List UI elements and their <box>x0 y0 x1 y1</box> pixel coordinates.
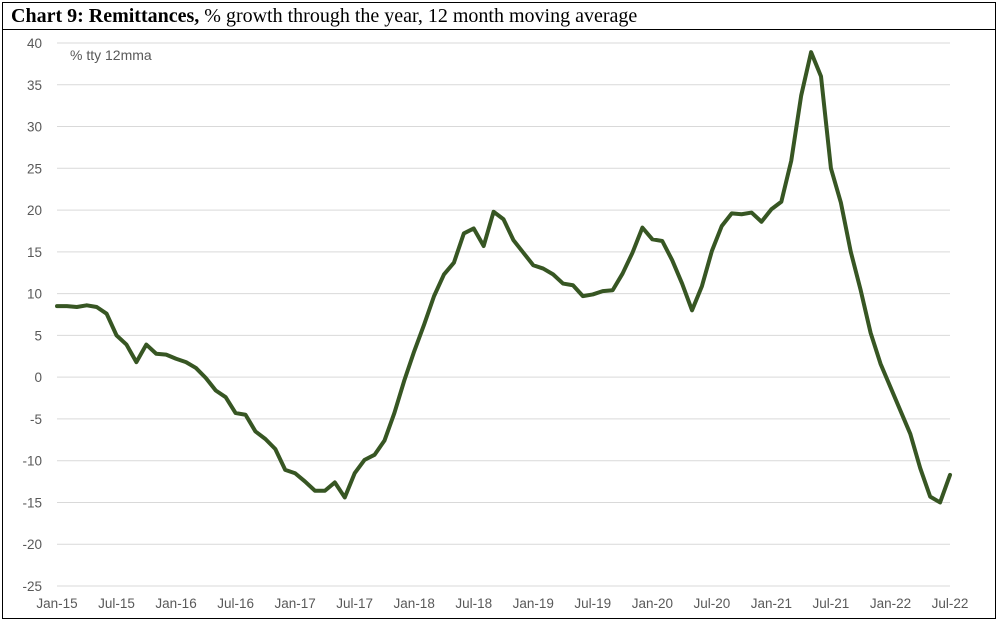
y-tick-label: -20 <box>22 537 42 552</box>
x-tick-label: Jan-15 <box>36 596 77 611</box>
x-tick-label: Jan-16 <box>155 596 196 611</box>
unit-label: % tty 12mma <box>70 47 152 63</box>
y-tick-label: 10 <box>27 287 42 302</box>
y-tick-label: 40 <box>27 36 42 51</box>
x-tick-label: Jul-20 <box>693 596 730 611</box>
y-tick-label: -10 <box>22 454 42 469</box>
x-tick-label: Jan-17 <box>274 596 315 611</box>
y-tick-labels: 40 35 30 25 20 15 10 5 0 -5 -10 -15 -20 -25 <box>22 36 42 594</box>
y-tick-label: 0 <box>34 370 42 385</box>
x-tick-label: Jan-21 <box>751 596 792 611</box>
y-tick-label: 35 <box>27 78 42 93</box>
x-tick-label: Jul-22 <box>932 596 969 611</box>
x-tick-label: Jan-20 <box>632 596 673 611</box>
y-tick-label: -5 <box>30 412 42 427</box>
x-tick-label: Jul-18 <box>455 596 492 611</box>
x-tick-label: Jul-19 <box>574 596 611 611</box>
chart-title: Chart 9: Remittances, % growth through t… <box>3 3 995 30</box>
y-tick-label: 5 <box>34 328 42 343</box>
y-tick-label: 25 <box>27 161 42 176</box>
chart-title-rest: % growth through the year, 12 month movi… <box>199 5 638 27</box>
gridlines <box>57 42 950 587</box>
x-tick-label: Jul-17 <box>336 596 373 611</box>
x-tick-label: Jul-15 <box>98 596 135 611</box>
x-tick-labels: Jan-15 Jul-15 Jan-16 Jul-16 Jan-17 Jul-17 Jan-… <box>36 596 968 611</box>
y-tick-label: 30 <box>27 120 42 135</box>
x-tick-label: Jul-21 <box>813 596 850 611</box>
chart-title-bold: Chart 9: Remittances, <box>11 5 200 27</box>
y-tick-label: -25 <box>22 579 42 594</box>
series-line-remittances <box>55 50 952 505</box>
y-tick-label: 15 <box>27 245 42 260</box>
y-tick-label: -15 <box>22 495 42 510</box>
x-tick-label: Jan-18 <box>394 596 435 611</box>
x-tick-label: Jul-16 <box>217 596 254 611</box>
x-tick-label: Jan-22 <box>870 596 911 611</box>
x-tick-label: Jan-19 <box>513 596 554 611</box>
y-tick-label: 20 <box>27 203 42 218</box>
